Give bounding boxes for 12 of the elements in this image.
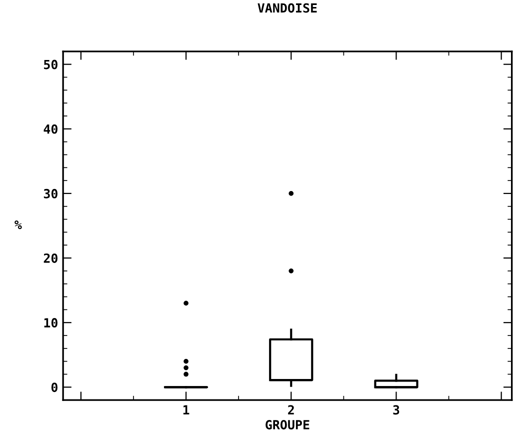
chart-title: VANDOISE [258,3,317,13]
y-axis-title: % [14,220,22,230]
x-tick-label: 3 [393,405,400,415]
y-tick-label: 30 [44,188,58,198]
x-tick-label: 1 [183,405,190,414]
y-tick-label: 40 [44,124,58,134]
y-tick-label: 10 [44,318,58,328]
x-tick-label: 2 [288,405,294,414]
y-tick-label: 20 [44,253,58,263]
y-tick-label: 50 [44,60,58,70]
x-axis-title: GROUPE [266,420,310,430]
y-tick-label: 0 [51,382,58,392]
